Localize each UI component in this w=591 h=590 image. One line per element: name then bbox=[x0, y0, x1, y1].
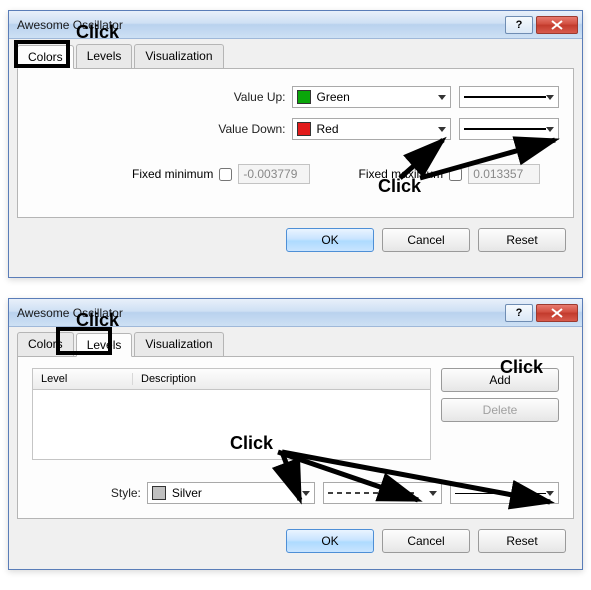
close-icon bbox=[551, 20, 563, 30]
value-up-label: Value Up: bbox=[32, 90, 292, 104]
tab-visualization[interactable]: Visualization bbox=[134, 332, 223, 356]
fixed-min-value[interactable] bbox=[238, 164, 310, 184]
style-label: Style: bbox=[32, 486, 147, 500]
titlebar[interactable]: Awesome Oscillator ? bbox=[9, 299, 582, 327]
dialog-levels: Awesome Oscillator ? Colors Levels Visua… bbox=[8, 298, 583, 570]
line-preview-icon bbox=[455, 493, 546, 494]
colors-panel: Value Up: Green Value Down: Red bbox=[17, 68, 574, 218]
dash-preview-icon bbox=[328, 489, 418, 497]
green-swatch-icon bbox=[297, 90, 311, 104]
help-button[interactable]: ? bbox=[505, 304, 533, 322]
tab-strip: Colors Levels Visualization bbox=[17, 44, 574, 69]
line-preview-icon bbox=[464, 96, 546, 98]
titlebar[interactable]: Awesome Oscillator ? bbox=[9, 11, 582, 39]
chevron-down-icon bbox=[546, 491, 554, 496]
red-swatch-icon bbox=[297, 122, 311, 136]
line-preview-icon bbox=[464, 128, 546, 130]
delete-button: Delete bbox=[441, 398, 559, 422]
value-down-color-text: Red bbox=[317, 122, 339, 136]
ok-button[interactable]: OK bbox=[286, 228, 374, 252]
tab-strip: Colors Levels Visualization bbox=[17, 332, 574, 357]
levels-list[interactable] bbox=[32, 390, 431, 460]
chevron-down-icon bbox=[546, 127, 554, 132]
cancel-button[interactable]: Cancel bbox=[382, 228, 470, 252]
col-description[interactable]: Description bbox=[133, 373, 430, 385]
style-width-combo[interactable] bbox=[450, 482, 559, 504]
value-up-color-combo[interactable]: Green bbox=[292, 86, 452, 108]
dialog-colors: Awesome Oscillator ? Colors Levels Visua… bbox=[8, 10, 583, 278]
style-dash-combo[interactable] bbox=[323, 482, 442, 504]
value-up-line-combo[interactable] bbox=[459, 86, 559, 108]
chevron-down-icon bbox=[438, 95, 446, 100]
tab-levels[interactable]: Levels bbox=[76, 44, 133, 68]
fixed-max-checkbox[interactable] bbox=[449, 168, 462, 181]
button-bar: OK Cancel Reset bbox=[17, 218, 574, 254]
fixed-min-checkbox[interactable] bbox=[219, 168, 232, 181]
col-level[interactable]: Level bbox=[33, 373, 133, 385]
cancel-button[interactable]: Cancel bbox=[382, 529, 470, 553]
chevron-down-icon bbox=[302, 491, 310, 496]
fixed-max-label: Fixed maximum bbox=[359, 167, 444, 181]
value-down-line-combo[interactable] bbox=[459, 118, 559, 140]
close-icon bbox=[551, 308, 563, 318]
fixed-max-value[interactable] bbox=[468, 164, 540, 184]
close-button[interactable] bbox=[536, 304, 578, 322]
help-button[interactable]: ? bbox=[505, 16, 533, 34]
tab-colors[interactable]: Colors bbox=[17, 332, 74, 356]
silver-swatch-icon bbox=[152, 486, 166, 500]
reset-button[interactable]: Reset bbox=[478, 529, 566, 553]
levels-panel: Level Description Add Delete Style: Silv… bbox=[17, 356, 574, 519]
chevron-down-icon bbox=[546, 95, 554, 100]
levels-list-header: Level Description bbox=[32, 368, 431, 390]
window-title: Awesome Oscillator bbox=[17, 18, 502, 32]
fixed-min-label: Fixed minimum bbox=[132, 167, 213, 181]
close-button[interactable] bbox=[536, 16, 578, 34]
ok-button[interactable]: OK bbox=[286, 529, 374, 553]
chevron-down-icon bbox=[438, 127, 446, 132]
value-down-label: Value Down: bbox=[32, 122, 292, 136]
value-down-color-combo[interactable]: Red bbox=[292, 118, 452, 140]
tab-levels[interactable]: Levels bbox=[76, 333, 133, 357]
tab-colors[interactable]: Colors bbox=[17, 45, 74, 69]
style-color-combo[interactable]: Silver bbox=[147, 482, 315, 504]
button-bar: OK Cancel Reset bbox=[17, 519, 574, 555]
style-color-text: Silver bbox=[172, 486, 202, 500]
reset-button[interactable]: Reset bbox=[478, 228, 566, 252]
value-up-color-text: Green bbox=[317, 90, 350, 104]
add-button[interactable]: Add bbox=[441, 368, 559, 392]
window-title: Awesome Oscillator bbox=[17, 306, 502, 320]
tab-visualization[interactable]: Visualization bbox=[134, 44, 223, 68]
chevron-down-icon bbox=[429, 491, 437, 496]
